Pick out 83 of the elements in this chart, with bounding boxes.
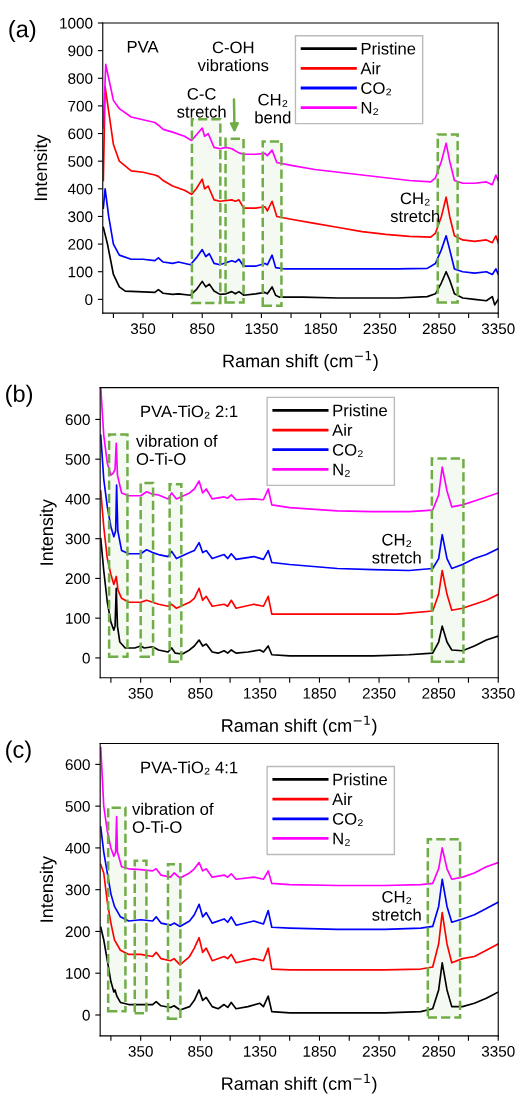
- y-tick-label: 300: [68, 211, 93, 223]
- text: (b): [6, 384, 33, 407]
- legend-label: N₂: [333, 832, 350, 846]
- x-tick-label: 2350: [362, 1046, 396, 1057]
- y-tick-label: 800: [68, 73, 93, 84]
- y-tick-label: 600: [65, 759, 90, 771]
- x-tick-label: 350: [128, 687, 153, 699]
- y-tick-label: 100: [66, 613, 90, 624]
- legend-label: N₂: [361, 102, 379, 115]
- legend-label: CO₂: [332, 812, 363, 827]
- y-axis-title: Intensity: [33, 134, 51, 201]
- text: (a): [9, 20, 36, 43]
- x-tick-label: 3350: [481, 1046, 515, 1057]
- y-tick-label: 100: [68, 266, 93, 278]
- annotation: PVA-TiO₂ 2:1: [141, 405, 238, 419]
- x-tick-label: 1850: [303, 687, 336, 699]
- legend-label: CO₂: [332, 443, 363, 457]
- annotation: CH₂ stretch: [390, 192, 440, 223]
- line-series: [100, 490, 499, 616]
- x-axis-title: Raman shift (cm$^{−1}$): [223, 351, 378, 371]
- y-tick-label: 0: [82, 652, 90, 664]
- y-tick-label: 0: [82, 1009, 90, 1021]
- legend-label: CO₂: [361, 82, 392, 96]
- x-tick-label: 2350: [363, 323, 397, 335]
- y-tick-label: 600: [68, 128, 93, 140]
- annotation: CH₂ bend: [255, 93, 291, 124]
- legend-label: Air: [332, 792, 353, 805]
- annotation: vibration of O-Ti-O: [132, 802, 214, 833]
- annotation: PVA-TiO₂ 4:1: [141, 761, 238, 775]
- legend-label: Pristine: [361, 42, 416, 55]
- x-tick-label: 3350: [481, 687, 515, 699]
- x-axis-title: Raman shift (cm$^{−1}$): [222, 715, 377, 736]
- x-tick-label: 850: [190, 323, 215, 335]
- x-tick-label: 3350: [481, 323, 515, 335]
- annotation: CH₂ stretch: [372, 533, 421, 564]
- y-axis-title: Intensity: [39, 856, 57, 922]
- y-tick-label: 900: [68, 45, 93, 57]
- x-tick-label: 350: [130, 323, 156, 335]
- x-tick-label: 2850: [422, 1046, 456, 1057]
- y-tick-label: 400: [65, 493, 90, 505]
- text: (c): [6, 740, 31, 763]
- annotation: PVA: [127, 41, 159, 53]
- y-tick-label: 600: [65, 414, 90, 426]
- y-tick-label: 200: [65, 926, 90, 938]
- y-tick-label: 300: [65, 533, 90, 545]
- line-series: [100, 746, 499, 887]
- x-axis-title: Raman shift (cm$^{−1}$): [222, 1073, 377, 1094]
- legend-label: Air: [360, 62, 381, 75]
- x-tick-label: 1350: [244, 1046, 277, 1057]
- x-tick-label: 1850: [304, 323, 338, 335]
- y-tick-label: 1000: [60, 17, 93, 29]
- annotation: CH₂ stretch: [372, 890, 421, 921]
- y-tick-label: 400: [67, 183, 93, 195]
- annotation: C-C stretch: [177, 87, 226, 118]
- y-tick-label: 200: [65, 573, 90, 585]
- x-tick-label: 1850: [303, 1046, 336, 1057]
- y-tick-label: 500: [65, 454, 90, 465]
- x-tick-label: 850: [188, 1046, 213, 1057]
- y-tick-label: 400: [65, 842, 90, 854]
- legend-label: N₂: [333, 463, 350, 477]
- line-series: [102, 187, 499, 276]
- x-tick-label: 350: [128, 1046, 153, 1057]
- x-tick-label: 2350: [362, 687, 396, 699]
- y-tick-label: 0: [85, 294, 93, 306]
- annotation: C-OH vibrations: [197, 41, 269, 72]
- y-tick-label: 300: [65, 884, 90, 896]
- y-axis-title: Intensity: [39, 499, 57, 565]
- y-tick-label: 500: [68, 156, 93, 167]
- line-series: [100, 434, 499, 572]
- y-tick-label: 200: [68, 238, 93, 250]
- y-tick-label: 100: [66, 968, 90, 979]
- annotation: vibration of O-Ti-O: [136, 434, 218, 465]
- x-tick-label: 1350: [244, 687, 277, 699]
- x-tick-label: 2850: [422, 687, 456, 699]
- y-tick-label: 700: [68, 100, 93, 112]
- line-series: [100, 863, 499, 971]
- x-tick-label: 2850: [422, 323, 456, 335]
- legend-label: Pristine: [333, 773, 387, 786]
- x-tick-label: 850: [188, 687, 213, 699]
- y-tick-label: 500: [65, 801, 90, 812]
- legend-label: Pristine: [333, 404, 387, 417]
- legend-label: Air: [332, 423, 353, 436]
- x-tick-label: 1350: [245, 323, 278, 335]
